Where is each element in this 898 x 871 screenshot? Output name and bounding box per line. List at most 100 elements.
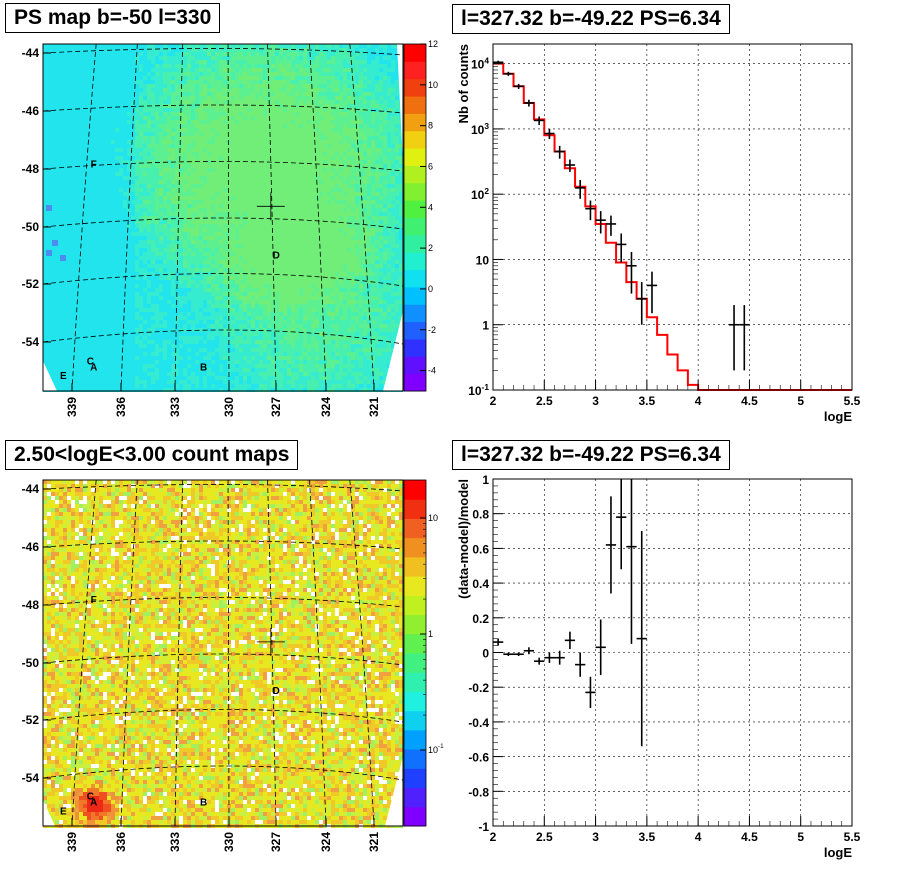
ps-map-cell	[391, 112, 395, 116]
ps-map-cell	[323, 220, 327, 224]
ps-map-cell	[299, 180, 303, 184]
ps-map-cell	[247, 100, 251, 104]
ps-map-cell	[271, 64, 275, 68]
ps-map-cell	[259, 80, 263, 84]
ps-map-cell	[283, 220, 287, 224]
ps-map-cell	[375, 144, 379, 148]
ps-map-cell	[191, 208, 195, 212]
ps-map-cell	[291, 200, 295, 204]
ps-map-cell	[391, 220, 395, 224]
ps-map-cell	[315, 152, 319, 156]
ps-map-cell	[207, 252, 211, 256]
ps-map-cell	[59, 168, 63, 172]
ps-map-cell	[311, 52, 315, 56]
ps-map-cell	[143, 128, 147, 132]
ps-map-cell	[343, 212, 347, 216]
ps-map-cell	[71, 140, 75, 144]
ps-map-cell	[195, 100, 199, 104]
ps-map-cell	[71, 264, 75, 268]
ps-map-cell	[371, 168, 375, 172]
ps-map-cell	[223, 148, 227, 152]
ps-map-cell	[239, 240, 243, 244]
ps-map-cell	[215, 240, 219, 244]
ps-map-cell	[367, 168, 371, 172]
ps-map-cell	[263, 84, 267, 88]
ps-map-cell	[55, 56, 59, 60]
ps-map-cell	[103, 88, 107, 92]
ps-map-cell	[295, 72, 299, 76]
ps-map-cell	[283, 244, 287, 248]
ps-map-cell	[119, 164, 123, 168]
ps-map-cell	[87, 200, 91, 204]
ps-map-cell	[367, 260, 371, 264]
ps-map-cell	[247, 64, 251, 68]
ps-map-cell	[55, 96, 59, 100]
ps-map-cell	[71, 88, 75, 92]
ps-map-cell	[75, 128, 79, 132]
ps-map-cell	[63, 248, 67, 252]
ps-map-cell	[47, 184, 51, 188]
ps-map-cell	[75, 228, 79, 232]
ps-map-cell	[119, 76, 123, 80]
ps-map-cell	[143, 100, 147, 104]
ps-map-cell	[179, 176, 183, 180]
ps-map-cell	[367, 160, 371, 164]
ps-map-cell	[163, 96, 167, 100]
ps-map-cell	[271, 92, 275, 96]
ps-map-cell	[311, 136, 315, 140]
ps-map-cell	[267, 128, 271, 132]
ps-map-cell	[287, 156, 291, 160]
ps-map-cell	[159, 104, 163, 108]
ps-map-cell	[251, 104, 255, 108]
ps-map-cell	[283, 160, 287, 164]
ps-map-cell	[155, 196, 159, 200]
ps-map-cell	[215, 252, 219, 256]
ps-map-cell	[127, 108, 131, 112]
ps-map-cell	[351, 240, 355, 244]
ps-map-cell	[299, 124, 303, 128]
ps-map-cell	[83, 116, 87, 120]
ps-map-cell	[331, 168, 335, 172]
ps-map-cell	[115, 228, 119, 232]
ps-map-cell	[323, 168, 327, 172]
ps-map-cell	[287, 132, 291, 136]
ps-map-cell	[343, 112, 347, 116]
ps-map-cell	[55, 204, 59, 208]
ps-map-cell	[303, 140, 307, 144]
ps-map-cell	[203, 156, 207, 160]
ps-map-cell	[295, 176, 299, 180]
ps-map-cell	[187, 88, 191, 92]
ps-map-cell	[383, 56, 387, 60]
ps-map-cell	[55, 148, 59, 152]
ps-map-cell	[355, 204, 359, 208]
ps-map-cell	[79, 152, 83, 156]
ps-map-cell	[167, 180, 171, 184]
ps-map-cell	[379, 148, 383, 152]
ps-map-cell	[143, 240, 147, 244]
ps-map-cell	[359, 108, 363, 112]
ps-map-cell	[383, 152, 387, 156]
ps-map-cell	[295, 84, 299, 88]
ps-map-cell	[203, 240, 207, 244]
ps-map-cell	[215, 112, 219, 116]
ps-map-cell	[275, 212, 279, 216]
ps-map-cell	[123, 156, 127, 160]
ps-map-cell	[307, 172, 311, 176]
ps-map-cell	[131, 64, 135, 68]
ps-map-cell	[187, 184, 191, 188]
ps-map-cell	[179, 152, 183, 156]
ps-map-cell	[151, 144, 155, 148]
ps-map-cell	[159, 68, 163, 72]
ps-map-cell	[135, 228, 139, 232]
ps-map-cell	[391, 228, 395, 232]
ps-map-cell	[399, 156, 403, 160]
ps-map-cell	[171, 140, 175, 144]
ps-map-cell	[187, 48, 191, 52]
ps-map-cell	[251, 96, 255, 100]
ps-map-cell	[151, 104, 155, 108]
ps-map-cell	[351, 248, 355, 252]
ps-map-cell	[383, 88, 387, 92]
ps-map-cell	[267, 144, 271, 148]
ps-map-cell	[395, 188, 399, 192]
ps-map-cell	[363, 180, 367, 184]
